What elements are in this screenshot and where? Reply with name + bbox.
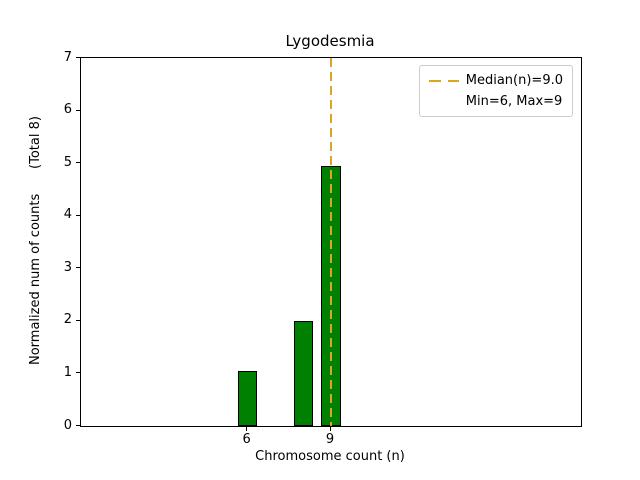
x-tick-mark <box>329 427 331 431</box>
x-tick-label: 9 <box>325 432 335 447</box>
legend: Median(n)=9.0 Min=6, Max=9 <box>418 65 573 117</box>
x-tick-label: 6 <box>242 432 251 447</box>
legend-row-minmax: Min=6, Max=9 <box>429 93 563 110</box>
y-tick-label: 0 <box>63 417 72 433</box>
y-tick-label: 4 <box>63 207 72 223</box>
x-tick-mark <box>246 427 248 431</box>
y-tick-mark <box>76 109 80 111</box>
y-axis-label: Normalized num of counts (Total 8) <box>28 116 43 366</box>
y-tick-mark <box>76 162 80 164</box>
y-tick-mark <box>76 267 80 269</box>
y-tick-label: 2 <box>63 312 72 328</box>
y-tick-mark <box>76 57 80 58</box>
y-tick-mark <box>76 425 80 426</box>
histogram-bar <box>293 320 313 426</box>
y-tick-label: 1 <box>63 364 72 380</box>
legend-minmax-label: Min=6, Max=9 <box>465 94 563 109</box>
y-tick-mark <box>76 319 80 321</box>
y-tick-label: 6 <box>63 102 72 118</box>
median-dashed-line-swatch <box>428 79 459 82</box>
legend-median-label: Median(n)=9.0 <box>465 73 563 88</box>
y-tick-label: 5 <box>63 154 72 170</box>
y-tick-label: 7 <box>63 49 72 65</box>
y-tick-mark <box>76 372 80 374</box>
histogram-bar <box>237 370 258 426</box>
median-line <box>330 58 332 426</box>
x-axis-label: Chromosome count (n) <box>255 449 405 464</box>
legend-row-median: Median(n)=9.0 <box>428 72 563 89</box>
y-tick-mark <box>76 214 80 216</box>
y-tick-label: 3 <box>63 259 72 275</box>
chart-title: Lygodesmia <box>285 32 375 50</box>
plot-area: Median(n)=9.0 Min=6, Max=9 <box>80 57 582 427</box>
